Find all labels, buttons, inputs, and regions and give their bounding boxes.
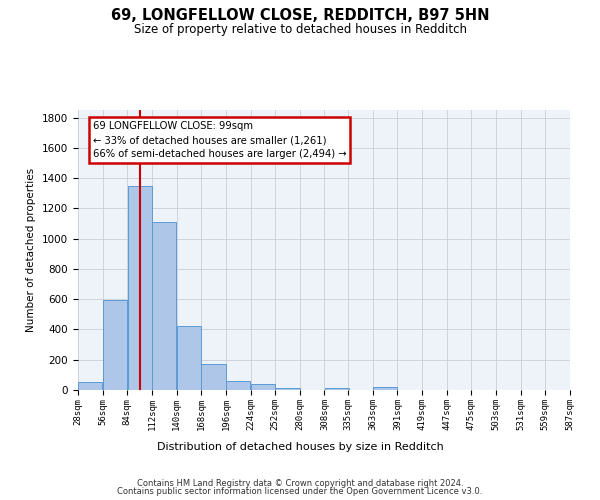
- Bar: [226, 381, 250, 390]
- Bar: [325, 388, 349, 390]
- Text: Contains public sector information licensed under the Open Government Licence v3: Contains public sector information licen…: [118, 487, 482, 496]
- Bar: [373, 387, 397, 390]
- Bar: [275, 388, 299, 390]
- Bar: [177, 326, 201, 390]
- Bar: [103, 300, 127, 390]
- Y-axis label: Number of detached properties: Number of detached properties: [26, 168, 37, 332]
- Bar: [251, 384, 275, 390]
- Bar: [152, 222, 176, 390]
- Bar: [202, 364, 226, 390]
- Text: 69 LONGFELLOW CLOSE: 99sqm
← 33% of detached houses are smaller (1,261)
66% of s: 69 LONGFELLOW CLOSE: 99sqm ← 33% of deta…: [93, 121, 346, 159]
- Bar: [78, 382, 103, 390]
- Text: Distribution of detached houses by size in Redditch: Distribution of detached houses by size …: [157, 442, 443, 452]
- Text: Contains HM Land Registry data © Crown copyright and database right 2024.: Contains HM Land Registry data © Crown c…: [137, 478, 463, 488]
- Bar: [128, 186, 152, 390]
- Text: Size of property relative to detached houses in Redditch: Size of property relative to detached ho…: [133, 22, 467, 36]
- Text: 69, LONGFELLOW CLOSE, REDDITCH, B97 5HN: 69, LONGFELLOW CLOSE, REDDITCH, B97 5HN: [111, 8, 489, 22]
